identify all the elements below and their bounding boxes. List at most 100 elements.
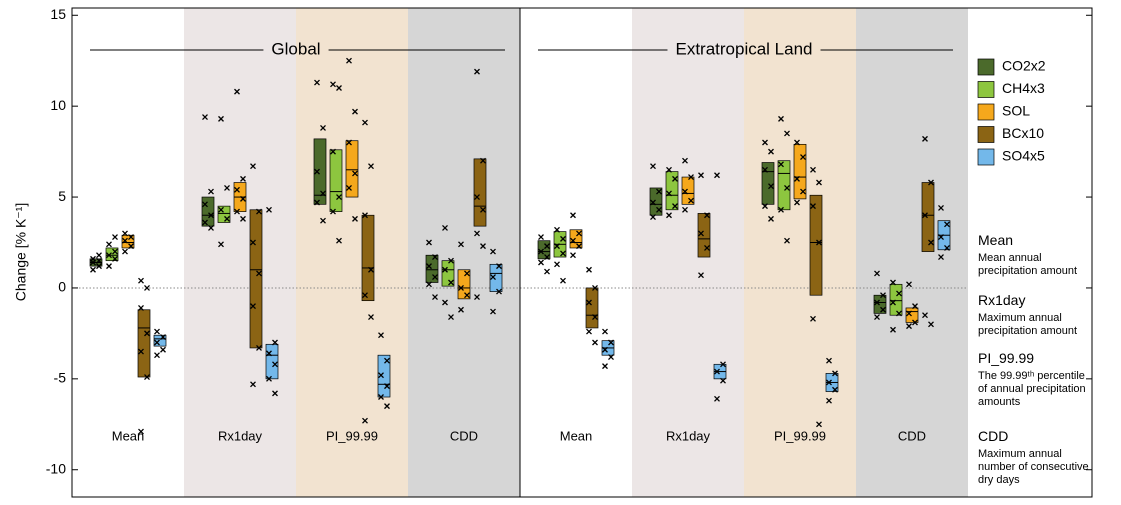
member-point [432,274,438,281]
member-point [544,254,550,261]
category-label: PI_99.99 [326,428,378,443]
member-point [234,208,240,215]
member-point [362,212,368,219]
member-point [928,179,934,186]
box [681,176,695,205]
member-point [474,194,480,201]
y-tick-label: 5 [58,188,66,204]
member-point [266,206,272,213]
description-title: PI_99.99 [978,350,1035,366]
box [473,158,487,227]
member-point [906,310,912,317]
member-point [576,230,582,237]
description: CDD Maximum annual number of consecutive … [978,428,1090,487]
member-point [330,208,336,215]
member-point [442,266,448,273]
member-point [368,266,374,273]
box [585,287,599,329]
member-point [112,234,118,241]
member-point [96,263,102,270]
member-point [224,185,230,191]
legend-swatch [977,148,995,166]
member-point [944,244,950,251]
member-point [682,157,688,164]
member-point [912,319,918,326]
member-point [368,163,374,170]
box [809,194,823,296]
description-title: CDD [978,428,1009,444]
member-point [336,237,342,244]
member-point [250,381,256,388]
member-point [480,243,486,250]
category-label: Mean [112,428,145,443]
member-point [378,394,384,400]
member-point [272,339,278,346]
member-point [426,263,432,270]
member-point [240,215,246,222]
legend-label: CO2x2 [1002,58,1046,74]
member-point [378,372,384,379]
category-label: CDD [898,428,926,443]
member-point [448,314,454,320]
member-point [474,294,480,300]
member-point [602,363,608,370]
legend-label: BCx10 [1002,125,1044,141]
member-point [490,308,496,315]
member-point [906,281,912,288]
member-point [784,185,790,191]
member-point [538,248,544,255]
member-point [362,417,368,424]
description: Rx1day Maximum annual precipitation amoun… [978,292,1090,338]
member-point [794,175,800,182]
member-point [544,243,550,250]
member-point [346,57,352,64]
box [345,140,359,198]
legend-label: CH4x3 [1002,80,1045,96]
member-point [608,339,614,346]
member-point [112,248,118,255]
category-label: Mean [560,428,593,443]
member-point [106,263,112,270]
member-point [320,217,326,224]
member-point [720,377,726,384]
member-point [656,206,662,213]
member-point [816,179,822,186]
box [921,182,935,252]
box [889,283,903,316]
member-point [346,139,352,146]
member-point [432,294,438,300]
member-point [138,348,144,355]
member-point [874,314,880,320]
member-point [208,212,214,219]
member-point [368,314,374,320]
member-point [160,346,166,353]
legend-swatch [977,58,995,76]
y-tick-label: 15 [50,6,66,22]
member-point [826,379,832,386]
member-point [586,299,592,306]
box [489,263,503,292]
member-point [442,299,448,306]
member-point [208,224,214,231]
category-band [856,8,968,497]
member-point [800,188,806,195]
member-point [714,172,720,179]
member-point [234,88,240,95]
member-point [138,277,144,284]
member-point [682,206,688,213]
member-point [554,261,560,268]
member-point [128,234,134,241]
member-point [96,257,102,264]
member-point [544,268,550,275]
member-point [762,139,768,146]
box [441,260,455,287]
member-point [458,284,464,291]
member-point [560,277,566,284]
member-point [352,108,358,115]
member-point [154,328,160,335]
member-point [784,130,790,137]
member-point [266,350,272,357]
box [121,234,135,249]
member-point [826,357,832,364]
member-point [474,230,480,237]
